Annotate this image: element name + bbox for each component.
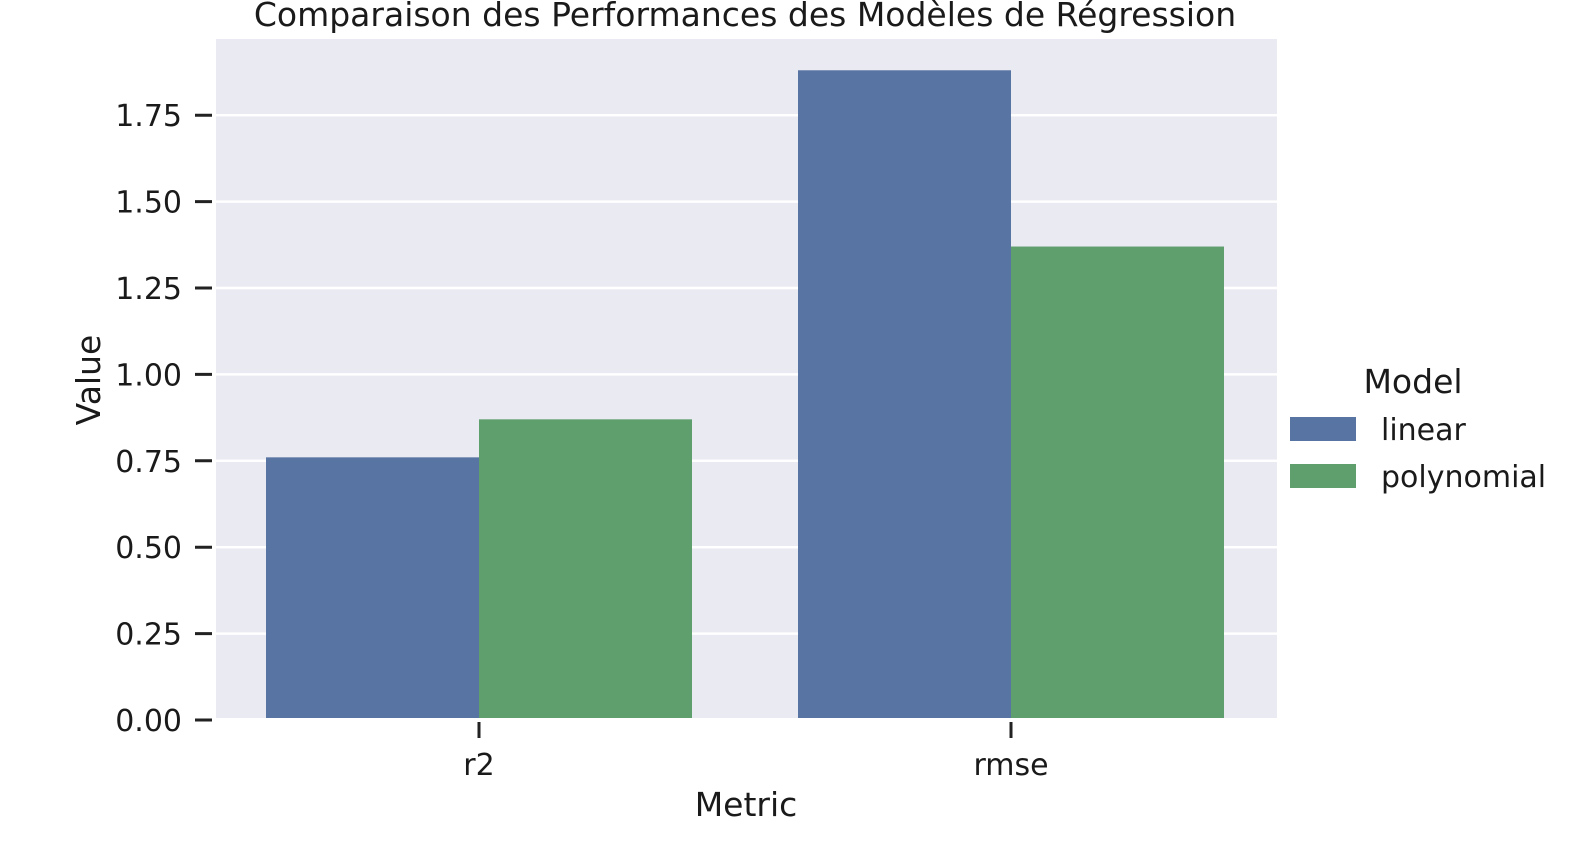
bar-linear-r2 bbox=[266, 457, 479, 718]
y-tick-label: 1.50 bbox=[115, 186, 182, 221]
bar-linear-rmse bbox=[798, 70, 1011, 719]
bar-polynomial-r2 bbox=[479, 419, 692, 718]
legend-swatch-polynomial bbox=[1290, 464, 1356, 488]
x-axis-title: Metric bbox=[695, 785, 798, 824]
legend-label-polynomial: polynomial bbox=[1381, 460, 1546, 495]
chart-title: Comparaison des Performances des Modèles… bbox=[254, 0, 1236, 34]
legend-title: Model bbox=[1363, 362, 1462, 401]
y-tick-label: 1.25 bbox=[115, 272, 182, 307]
y-tick-label: 0.00 bbox=[115, 704, 182, 739]
bars bbox=[266, 70, 1224, 719]
y-tick-label: 0.75 bbox=[115, 445, 182, 480]
y-tick-label: 0.25 bbox=[115, 618, 182, 653]
y-tick-label: 1.00 bbox=[115, 358, 182, 393]
x-tick-label: r2 bbox=[463, 748, 494, 783]
legend-swatch-linear bbox=[1290, 417, 1356, 441]
axes: 0.00 0.25 0.50 0.75 1.00 1.25 1.50 1.75 r2 rmse bbox=[115, 99, 1048, 783]
x-tick-label: rmse bbox=[973, 748, 1048, 783]
bar-polynomial-rmse bbox=[1011, 246, 1224, 718]
y-tick-label: 1.75 bbox=[115, 99, 182, 134]
y-axis-title: Value bbox=[69, 335, 108, 426]
legend-label-linear: linear bbox=[1381, 413, 1467, 448]
legend: Model linear polynomial bbox=[1290, 362, 1546, 495]
y-tick-label: 0.50 bbox=[115, 531, 182, 566]
